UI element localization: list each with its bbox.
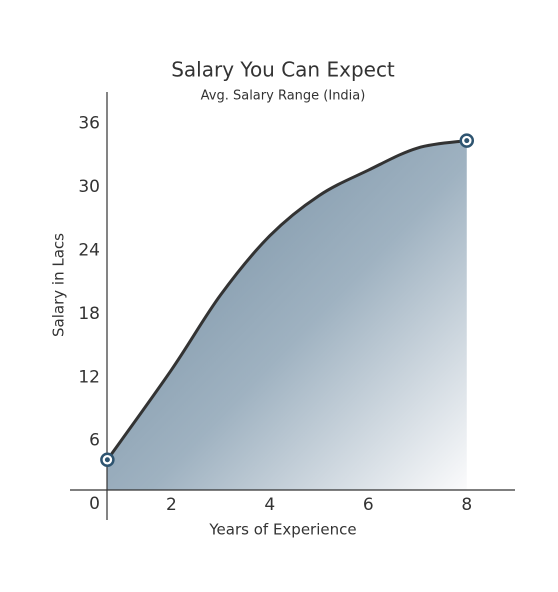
x-tick-label: 8 [461, 495, 472, 515]
y-tick-label: 0 [89, 494, 100, 514]
end-marker-dot [104, 457, 110, 463]
y-tick-label: 30 [78, 177, 100, 197]
area-line [106, 139, 467, 461]
chart-subtitle: Avg. Salary Range (India) [201, 89, 366, 104]
x-tick-label: 4 [264, 495, 275, 515]
x-tick-label: 2 [166, 495, 177, 515]
x-axis-label: Years of Experience [208, 521, 356, 539]
y-axis-label: Salary in Lacs [50, 233, 68, 337]
y-tick-label: 12 [78, 367, 100, 387]
y-tick-label: 36 [78, 114, 100, 134]
y-tick-label: 18 [78, 304, 100, 324]
end-marker-dot [464, 138, 470, 144]
y-tick-label: 6 [89, 431, 100, 451]
area-fill [107, 140, 467, 490]
y-tick-label: 24 [78, 241, 100, 261]
x-tick-label: 6 [363, 495, 374, 515]
chart-title: Salary You Can Expect [171, 58, 395, 82]
